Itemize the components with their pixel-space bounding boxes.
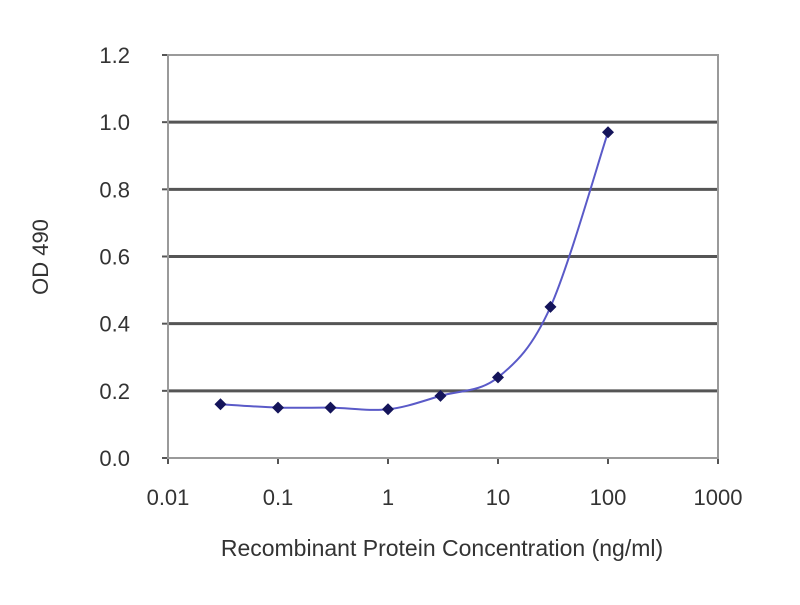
data-point <box>434 389 447 402</box>
data-point <box>272 401 284 414</box>
series <box>214 126 614 416</box>
data-point <box>324 401 337 414</box>
x-tick-label: 0.01 <box>147 485 190 510</box>
data-point <box>544 300 557 313</box>
y-tick-label: 0.0 <box>99 446 130 471</box>
y-tick-label: 1.0 <box>99 110 130 135</box>
x-tick-label: 10 <box>486 485 510 510</box>
data-point <box>382 403 394 416</box>
data-point <box>214 398 227 411</box>
x-tick-label: 1 <box>382 485 394 510</box>
x-tick-label: 1000 <box>694 485 743 510</box>
x-tick-label: 100 <box>590 485 627 510</box>
y-tick-label: 0.4 <box>99 312 130 337</box>
y-axis-label: OD 490 <box>28 219 53 295</box>
y-tick-label: 0.6 <box>99 245 130 270</box>
x-axis-label: Recombinant Protein Concentration (ng/ml… <box>221 535 663 561</box>
gridlines <box>162 54 719 464</box>
y-tick-label: 0.2 <box>99 379 130 404</box>
series-line <box>220 131 609 411</box>
plot-frame <box>167 54 719 459</box>
y-tick-label: 1.2 <box>99 43 130 68</box>
y-tick-labels: 0.0 0.2 0.4 0.6 0.8 1.0 1.2 <box>99 43 130 471</box>
x-tick-label: 0.1 <box>263 485 294 510</box>
x-tick-labels: 0.01 0.1 1 10 100 1000 <box>147 485 743 510</box>
data-point <box>492 371 504 384</box>
data-point <box>602 126 614 139</box>
y-tick-label: 0.8 <box>99 177 130 202</box>
